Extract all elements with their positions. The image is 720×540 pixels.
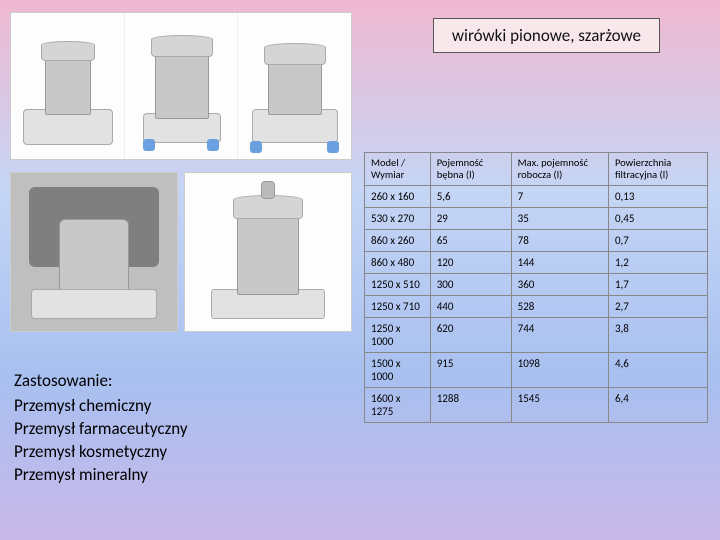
table-cell: 300 [430, 274, 511, 296]
table-cell: 260 x 160 [365, 186, 431, 208]
col-filter-area: Powierzchnia filtracyjna (l) [608, 153, 707, 186]
table-cell: 1600 x 1275 [365, 388, 431, 423]
col-drum-capacity: Pojemność bębna (l) [430, 153, 511, 186]
table-cell: 860 x 260 [365, 230, 431, 252]
installed-centrifuge-photo [10, 172, 178, 332]
table-cell: 1250 x 710 [365, 296, 431, 318]
table-row: 1250 x 5103003601,7 [365, 274, 708, 296]
table-cell: 35 [511, 208, 608, 230]
product-image-row [10, 12, 352, 160]
table-cell: 744 [511, 318, 608, 353]
table-cell: 915 [430, 353, 511, 388]
product-image-1 [11, 13, 125, 159]
table-cell: 29 [430, 208, 511, 230]
table-row: 1500 x 100091510984,6 [365, 353, 708, 388]
slide: wirówki pionowe, szarżowe [0, 0, 720, 540]
table-cell: 4,6 [608, 353, 707, 388]
applications-block: Zastosowanie: Przemysł chemiczny Przemys… [14, 370, 188, 487]
table-cell: 78 [511, 230, 608, 252]
table-cell: 1,7 [608, 274, 707, 296]
application-item: Przemysł mineralny [14, 464, 188, 487]
table-cell: 440 [430, 296, 511, 318]
table-row: 860 x 4801201441,2 [365, 252, 708, 274]
table-header-row: Model / Wymiar Pojemność bębna (l) Max. … [365, 153, 708, 186]
application-item: Przemysł farmaceutyczny [14, 418, 188, 441]
table-cell: 1500 x 1000 [365, 353, 431, 388]
applications-header: Zastosowanie: [14, 370, 188, 393]
table-cell: 530 x 270 [365, 208, 431, 230]
table-row: 1250 x 10006207443,8 [365, 318, 708, 353]
table-cell: 360 [511, 274, 608, 296]
table-cell: 65 [430, 230, 511, 252]
application-item: Przemysł kosmetyczny [14, 441, 188, 464]
table-cell: 1545 [511, 388, 608, 423]
table-cell: 6,4 [608, 388, 707, 423]
col-max-capacity: Max. pojemność robocza (l) [511, 153, 608, 186]
table-cell: 5,6 [430, 186, 511, 208]
col-model: Model / Wymiar [365, 153, 431, 186]
table-cell: 0,13 [608, 186, 707, 208]
table-cell: 120 [430, 252, 511, 274]
table-cell: 0,7 [608, 230, 707, 252]
table-cell: 860 x 480 [365, 252, 431, 274]
application-item: Przemysł chemiczny [14, 395, 188, 418]
table-cell: 1098 [511, 353, 608, 388]
table-cell: 2,7 [608, 296, 707, 318]
table-cell: 528 [511, 296, 608, 318]
slide-title: wirówki pionowe, szarżowe [433, 18, 660, 53]
table-body: 260 x 1605,670,13530 x 27029350,45860 x … [365, 186, 708, 423]
table-cell: 1,2 [608, 252, 707, 274]
product-image-3 [238, 13, 351, 159]
table-cell: 1250 x 1000 [365, 318, 431, 353]
table-row: 1250 x 7104405282,7 [365, 296, 708, 318]
table-cell: 3,8 [608, 318, 707, 353]
table-cell: 620 [430, 318, 511, 353]
product-image-2 [125, 13, 239, 159]
table-cell: 144 [511, 252, 608, 274]
table-cell: 1250 x 510 [365, 274, 431, 296]
table-cell: 7 [511, 186, 608, 208]
spec-table: Model / Wymiar Pojemność bębna (l) Max. … [364, 152, 708, 423]
centrifuge-cad-render [184, 172, 352, 332]
table-row: 860 x 26065780,7 [365, 230, 708, 252]
table-row: 1600 x 1275128815456,4 [365, 388, 708, 423]
table-cell: 0,45 [608, 208, 707, 230]
table-cell: 1288 [430, 388, 511, 423]
table-row: 530 x 27029350,45 [365, 208, 708, 230]
table-row: 260 x 1605,670,13 [365, 186, 708, 208]
